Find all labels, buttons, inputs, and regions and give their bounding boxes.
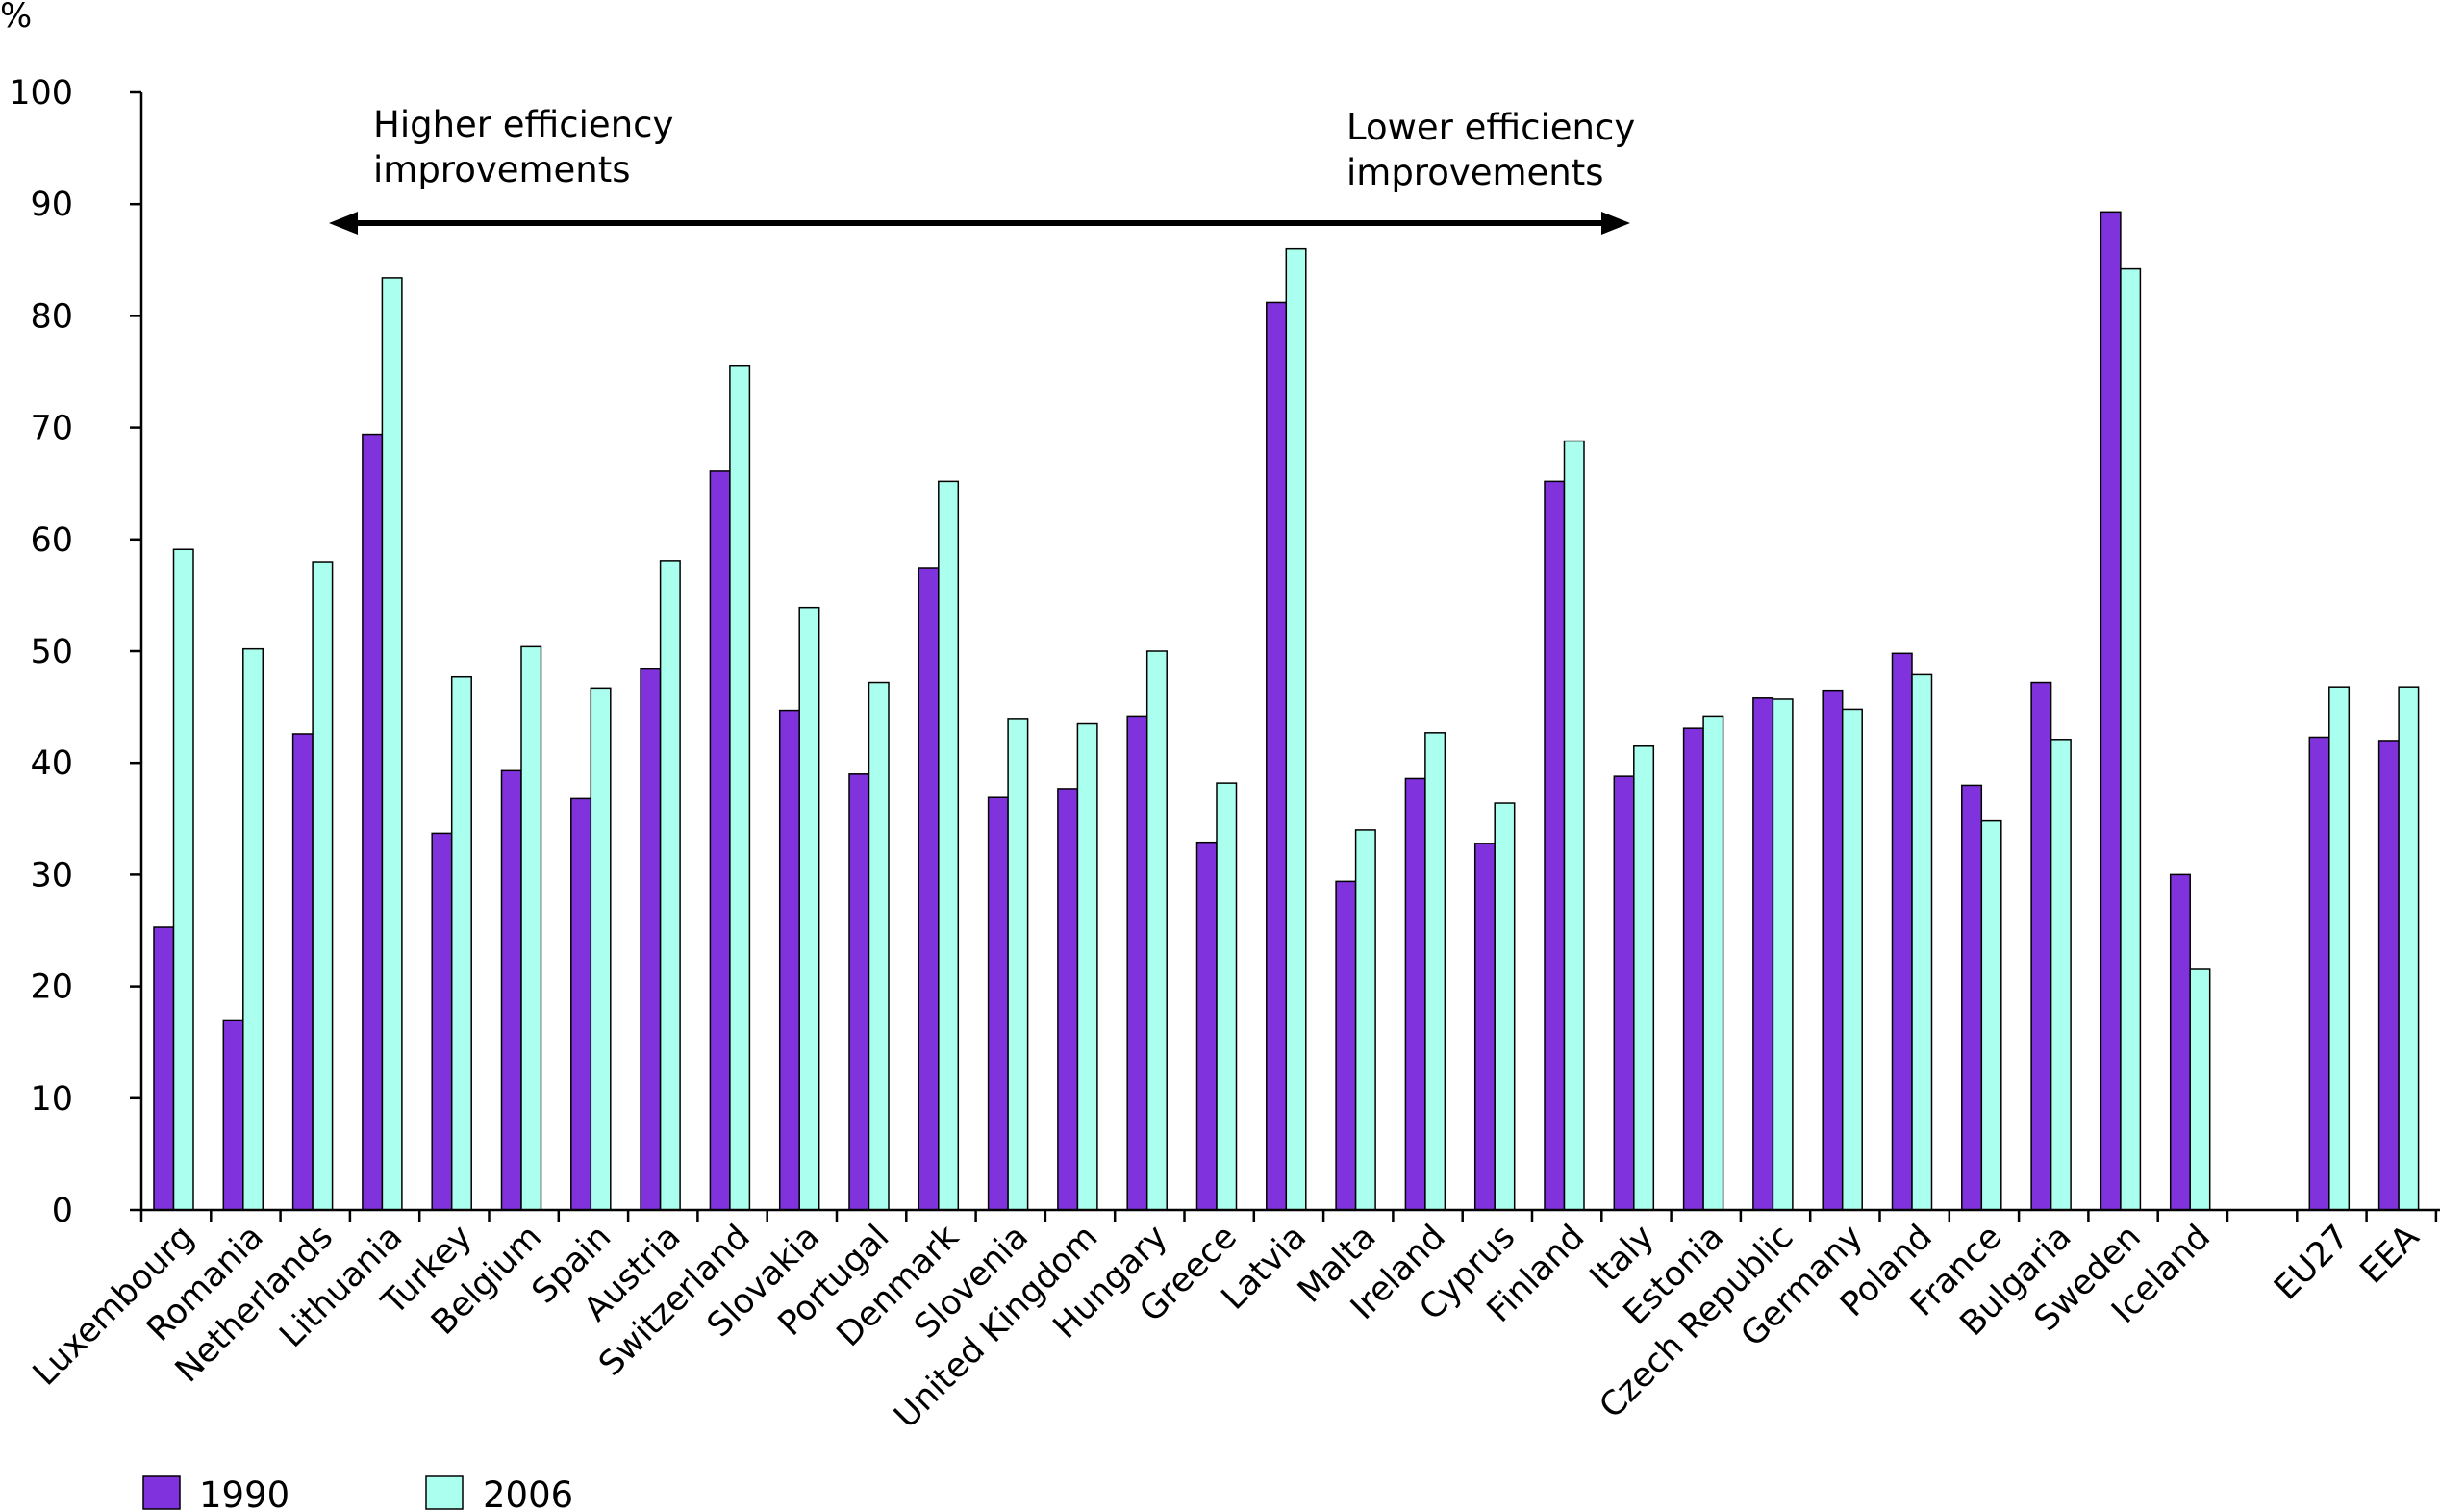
bar-1990-turkey — [431, 832, 453, 1211]
x-axis: LuxembourgRomaniaNetherlandsLithuaniaTur… — [26, 1208, 2440, 1436]
y-tick-label: 0 — [52, 1192, 73, 1230]
bar-2006-spain — [590, 687, 612, 1211]
bar-1990-sweden — [2100, 211, 2122, 1211]
bar-1990-eu27 — [2308, 736, 2330, 1211]
bar-2006-eu27 — [2328, 686, 2351, 1211]
y-tick-label: 40 — [30, 744, 73, 783]
legend-label-1990: 1990 — [199, 1474, 289, 1512]
y-tick-label: 90 — [30, 186, 73, 224]
y-tick-label: 20 — [30, 969, 73, 1007]
bar-2006-belgium — [520, 645, 542, 1211]
bar-2006-austria — [659, 560, 681, 1211]
bar-2006-hungary — [1145, 650, 1168, 1211]
bar-1990-cyprus — [1473, 843, 1496, 1211]
y-tick-label: 100 — [9, 74, 73, 113]
annotation-higher-line1: Higher efficiency — [373, 104, 673, 145]
y-tick-label: 60 — [30, 521, 73, 560]
bar-2006-greece — [1216, 782, 1238, 1211]
double-arrow — [329, 212, 1630, 235]
bar-1990-spain — [570, 797, 592, 1211]
bar-1990-austria — [640, 668, 662, 1211]
bar-1990-united-kingdom — [1057, 788, 1079, 1211]
bar-2006-poland — [1911, 673, 1933, 1211]
bar-2006-lithuania — [381, 277, 403, 1211]
bar-1990-ireland — [1404, 777, 1426, 1211]
bar-1990-finland — [1544, 480, 1566, 1211]
bar-2006-bulgaria — [2050, 739, 2072, 1211]
bar-2006-turkey — [450, 675, 472, 1211]
bar-2006-portugal — [868, 681, 890, 1211]
bar-2006-netherlands — [312, 561, 334, 1211]
bar-2006-czech-republic — [1772, 698, 1794, 1211]
bar-1990-switzerland — [709, 470, 731, 1211]
y-tick-label: 30 — [30, 856, 73, 895]
y-tick-label: 10 — [30, 1080, 73, 1119]
bar-1990-greece — [1195, 841, 1218, 1211]
bar-1990-eea — [2377, 740, 2400, 1211]
bar-1990-slovenia — [987, 796, 1009, 1211]
y-axis-label: % — [0, 0, 32, 36]
bar-1990-slovakia — [778, 709, 800, 1211]
legend-swatch-1990 — [142, 1475, 181, 1510]
bar-1990-poland — [1891, 652, 1913, 1211]
y-axis: 0 10 20 30 40 50 60 70 80 90 100 — [9, 74, 143, 1230]
bar-2006-germany — [1841, 708, 1863, 1211]
legend-label-2006: 2006 — [483, 1474, 573, 1512]
bar-2006-united-kingdom — [1076, 722, 1098, 1211]
bar-1990-belgium — [500, 769, 522, 1211]
bar-1990-germany — [1822, 689, 1844, 1211]
x-tick-label: EU27 — [2267, 1218, 2357, 1308]
bar-2006-france — [1980, 819, 2002, 1211]
y-tick-label: 80 — [30, 297, 73, 336]
bar-2006-latvia — [1285, 247, 1307, 1211]
annotation-higher-line2: improvements — [373, 149, 631, 190]
bar-2006-romania — [242, 647, 264, 1211]
bar-2006-cyprus — [1494, 802, 1516, 1211]
y-tick-label: 50 — [30, 633, 73, 671]
bars — [153, 211, 2420, 1211]
legend-swatch-2006 — [425, 1475, 464, 1510]
bar-1990-hungary — [1126, 715, 1148, 1211]
bar-1990-czech-republic — [1752, 697, 1774, 1211]
bar-1990-bulgaria — [2030, 681, 2052, 1211]
bar-1990-denmark — [918, 567, 940, 1211]
bar-1990-portugal — [848, 773, 870, 1211]
bar-1990-france — [1961, 784, 1983, 1211]
bar-2006-eea — [2398, 686, 2420, 1211]
bar-2006-luxembourg — [172, 548, 194, 1211]
bar-1990-malta — [1335, 880, 1357, 1211]
bar-1990-latvia — [1266, 301, 1288, 1211]
bar-2006-slovenia — [1007, 718, 1029, 1211]
bar-1990-iceland — [2169, 873, 2191, 1211]
bar-1990-estonia — [1682, 727, 1704, 1211]
bar-1990-luxembourg — [153, 926, 175, 1211]
bar-2006-switzerland — [729, 365, 751, 1211]
annotation-lower-line1: Lower efficiency — [1346, 107, 1635, 148]
legend: 1990 2006 — [142, 1474, 573, 1512]
x-tick-label: EEA — [2353, 1218, 2427, 1292]
bar-1990-lithuania — [362, 433, 384, 1211]
bar-2006-iceland — [2189, 968, 2211, 1211]
bar-1990-netherlands — [291, 733, 314, 1211]
bar-2006-denmark — [938, 480, 960, 1211]
bar-2006-slovakia — [798, 606, 820, 1211]
bar-2006-ireland — [1424, 732, 1446, 1211]
y-tick-label: 70 — [30, 410, 73, 448]
bar-2006-malta — [1354, 829, 1376, 1211]
bar-2006-finland — [1563, 440, 1585, 1211]
bar-1990-italy — [1613, 775, 1635, 1211]
bar-2006-sweden — [2120, 267, 2142, 1211]
bar-2006-italy — [1633, 745, 1655, 1211]
annotation-lower-line2: improvements — [1346, 152, 1604, 193]
bar-2006-estonia — [1702, 715, 1724, 1211]
bar-1990-romania — [222, 1019, 244, 1211]
